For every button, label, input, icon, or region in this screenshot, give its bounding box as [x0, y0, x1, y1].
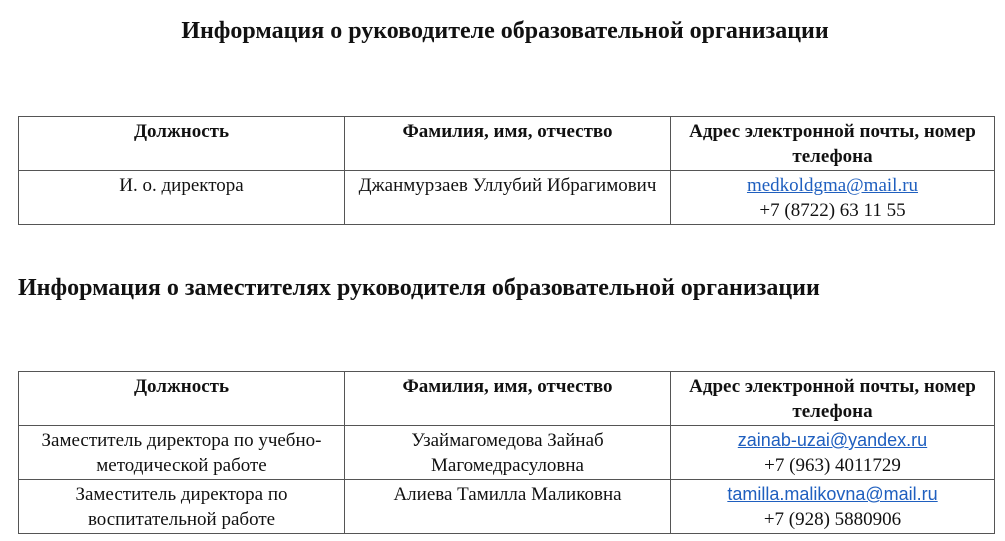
position-cell: И. о. директора: [18, 170, 345, 225]
contacts-cell: tamilla.malikovna@mail.ru +7 (928) 58809…: [670, 479, 995, 534]
column-header-contacts: Адрес электронной почты, номер телефона: [670, 116, 995, 171]
name-cell: Джанмурзаев Уллубий Ибрагимович: [344, 170, 671, 225]
head-info-heading: Информация о руководителе образовательно…: [181, 18, 829, 44]
phone-text: +7 (928) 5880906: [763, 509, 902, 530]
table-header-row: Должность Фамилия, имя, отчество Адрес э…: [18, 116, 995, 171]
deputies-table: Должность Фамилия, имя, отчество Адрес э…: [18, 371, 995, 534]
column-header-position: Должность: [18, 116, 345, 171]
deputies-info-heading: Информация о заместителях руководителя о…: [18, 275, 820, 301]
phone-text: +7 (8722) 63 11 55: [759, 200, 906, 221]
table-header-row: Должность Фамилия, имя, отчество Адрес э…: [18, 371, 995, 426]
contacts-cell: zainab-uzai@yandex.ru +7 (963) 4011729: [670, 425, 995, 480]
head-table: Должность Фамилия, имя, отчество Адрес э…: [18, 116, 995, 225]
name-cell: Узаймагомедова Зайнаб Магомедрасуловна: [344, 425, 671, 480]
position-cell: Заместитель директора по учебно-методиче…: [18, 425, 345, 480]
email-link[interactable]: tamilla.malikovna@mail.ru: [727, 484, 938, 504]
table-row: Заместитель директора по воспитательной …: [18, 479, 995, 534]
contacts-cell: medkoldgma@mail.ru +7 (8722) 63 11 55: [670, 170, 995, 225]
column-header-name: Фамилия, имя, отчество: [344, 371, 671, 426]
email-link[interactable]: zainab-uzai@yandex.ru: [737, 430, 928, 450]
column-header-name: Фамилия, имя, отчество: [344, 116, 671, 171]
table-row: Заместитель директора по учебно-методиче…: [18, 425, 995, 480]
table-row: И. о. директора Джанмурзаев Уллубий Ибра…: [18, 170, 995, 225]
column-header-position: Должность: [18, 371, 345, 426]
position-cell: Заместитель директора по воспитательной …: [18, 479, 345, 534]
name-cell: Алиева Тамилла Маликовна: [344, 479, 671, 534]
email-link[interactable]: medkoldgma@mail.ru: [746, 175, 919, 196]
phone-text: +7 (963) 4011729: [764, 455, 901, 476]
column-header-contacts: Адрес электронной почты, номер телефона: [670, 371, 995, 426]
